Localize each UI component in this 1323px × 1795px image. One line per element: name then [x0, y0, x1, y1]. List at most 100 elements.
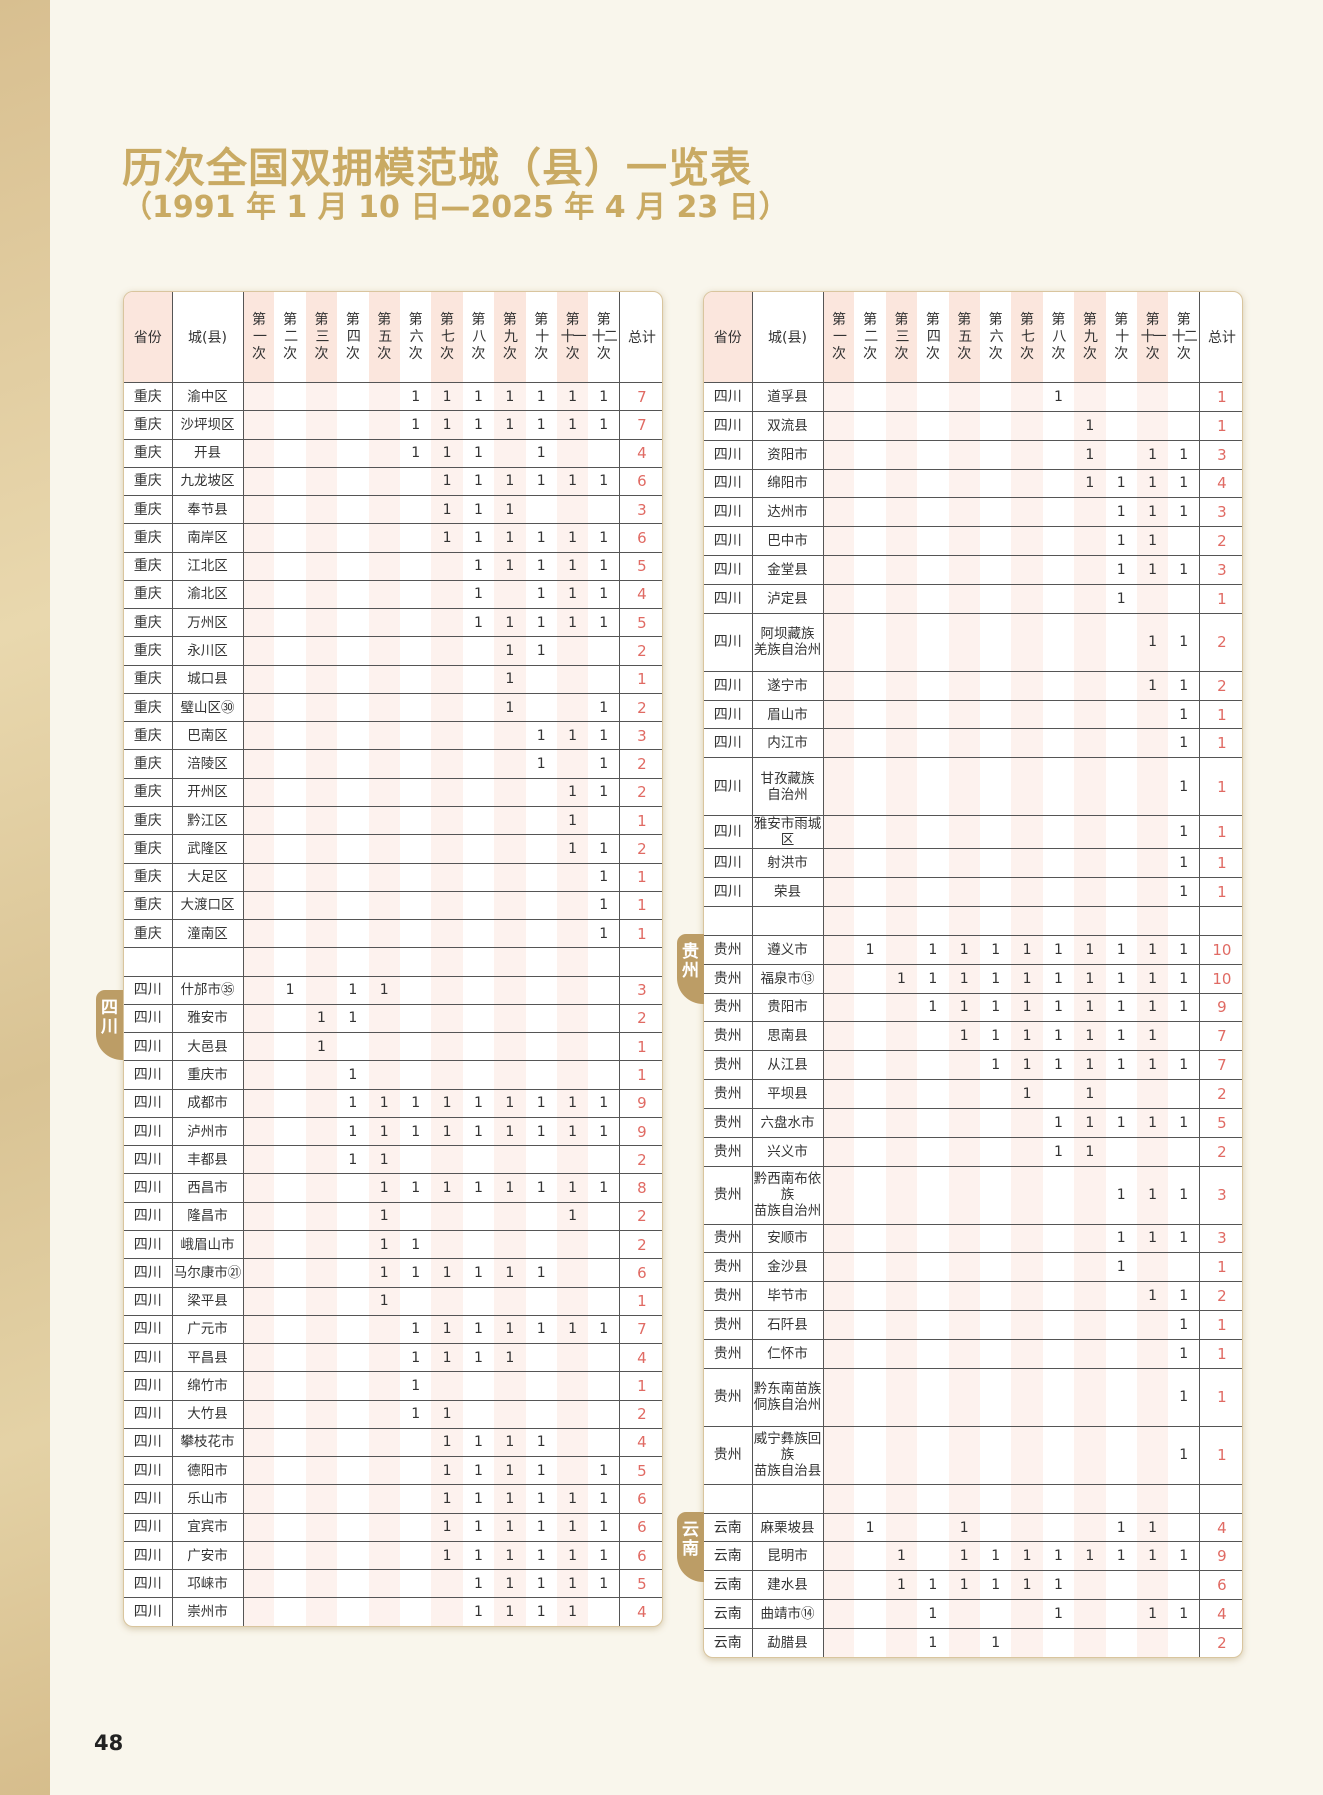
round-mark-cell [556, 1060, 589, 1090]
city-cell: 开州区 [172, 778, 244, 807]
header-round-char: 次 [863, 345, 878, 362]
city-cell: 什邡市㉟ [172, 976, 244, 1005]
round-mark-cell [462, 891, 495, 921]
province-cell: 四川 [124, 1315, 173, 1345]
table-row: 四川 双流县 1 1 [704, 411, 1242, 441]
total-cell: 3 [1199, 1224, 1242, 1254]
city-cell: 九龙坡区 [172, 467, 244, 497]
total-cell: 9 [1199, 1541, 1242, 1572]
round-mark-cell [494, 1145, 526, 1175]
round-mark-cell [243, 1117, 275, 1147]
city-cell: 广安市 [172, 1541, 244, 1571]
city-cell: 平昌县 [172, 1343, 244, 1373]
total-cell: 2 [619, 778, 662, 807]
tab-char: 云 [682, 1520, 699, 1540]
round-mark-cell [588, 1202, 621, 1231]
table-row: 贵州 遵义市 1 1 1 1 1 1 1 1 1 1 10 [704, 935, 1242, 965]
round-mark-cell: 1 [494, 1089, 526, 1118]
round-mark-cell [1074, 497, 1106, 528]
round-mark-cell: 1 [588, 1569, 621, 1599]
round-mark-cell [1105, 613, 1137, 672]
round-mark-cell [1074, 1570, 1106, 1601]
total-cell: 2 [1199, 526, 1242, 557]
round-mark-cell: 1 [462, 1117, 495, 1147]
round-mark-cell: 1 [525, 552, 557, 581]
round-mark-cell [243, 1032, 275, 1062]
round-mark-cell: 1 [1042, 964, 1075, 994]
round-mark-cell [917, 613, 949, 672]
city-cell: 石阡县 [752, 1310, 824, 1340]
header-round-char: 第 [596, 311, 611, 328]
round-mark-cell: 1 [588, 778, 621, 807]
round-mark-cell [854, 1310, 886, 1340]
round-mark-cell: 1 [1042, 1137, 1075, 1167]
round-mark-cell: 1 [431, 523, 463, 553]
round-mark-cell [337, 1513, 369, 1542]
city-cell: 勐腊县 [752, 1628, 824, 1658]
round-mark-cell [494, 580, 526, 610]
round-mark-cell [979, 700, 1012, 730]
round-mark-cell: 1 [1168, 1426, 1201, 1485]
table-row: 重庆 开州区 1 1 2 [124, 778, 662, 807]
round-mark-cell [1136, 1628, 1169, 1658]
header-round-char: 六 [409, 328, 424, 345]
round-mark-cell [1042, 1513, 1075, 1543]
round-mark-cell: 1 [588, 1541, 621, 1571]
round-mark-cell: 1 [1136, 1021, 1169, 1052]
round-mark-cell [588, 1597, 621, 1627]
round-mark-cell: 1 [431, 467, 463, 497]
round-mark-cell [274, 1400, 306, 1429]
round-mark-cell [274, 1456, 306, 1486]
total-cell: 6 [619, 523, 662, 553]
round-mark-cell: 1 [1011, 964, 1043, 994]
round-mark-cell: 1 [368, 976, 400, 1005]
round-mark-cell [525, 806, 557, 836]
header-round-char: 第 [283, 311, 298, 328]
round-mark-cell: 1 [556, 806, 589, 836]
header-round-char: 次 [957, 345, 972, 362]
round-mark-cell [525, 1060, 557, 1090]
round-mark-cell: 1 [588, 552, 621, 581]
round-mark-cell [917, 584, 949, 614]
round-mark-cell [274, 580, 306, 610]
round-mark-cell [1105, 1079, 1137, 1109]
round-mark-cell [1011, 1599, 1043, 1629]
round-mark-cell [948, 700, 980, 730]
round-mark-cell [274, 1287, 306, 1316]
table-row: 贵州 石阡县 1 1 [704, 1310, 1242, 1340]
round-mark-cell: 1 [979, 1050, 1012, 1081]
total-cell: 8 [619, 1173, 662, 1203]
round-mark-cell [854, 964, 886, 994]
header-round-char: 二 [864, 328, 878, 345]
round-mark-cell [917, 1281, 949, 1312]
round-mark-cell [337, 919, 369, 949]
province-cell [704, 906, 753, 936]
city-cell: 成都市 [172, 1089, 244, 1118]
round-mark-cell [1042, 1339, 1075, 1369]
round-mark-cell [1168, 584, 1201, 614]
header-round-10: 第十次 [1105, 292, 1137, 383]
header-total: 总计 [619, 292, 662, 383]
total-cell: 1 [1199, 1310, 1242, 1340]
header-round-4: 第四次 [917, 292, 949, 383]
round-mark-cell [431, 608, 463, 638]
round-mark-cell [337, 665, 369, 694]
round-mark-cell [399, 976, 432, 1005]
round-mark-cell [885, 1108, 918, 1138]
round-mark-cell: 1 [525, 467, 557, 497]
total-cell: 1 [619, 1060, 662, 1090]
round-mark-cell [854, 1166, 886, 1225]
round-mark-cell [917, 757, 949, 817]
round-mark-cell [399, 665, 432, 694]
table-row: 贵州 仁怀市 1 1 [704, 1339, 1242, 1369]
round-mark-cell [556, 1287, 589, 1316]
round-mark-cell [525, 1230, 557, 1260]
header-round-char: 次 [408, 345, 423, 362]
round-mark-cell: 1 [1042, 1108, 1075, 1138]
round-mark-cell [823, 935, 855, 965]
city-cell: 泸定县 [752, 584, 824, 614]
round-mark-cell [885, 728, 918, 759]
round-mark-cell [462, 636, 495, 666]
city-cell: 奉节县 [172, 495, 244, 525]
round-mark-cell: 1 [1105, 993, 1137, 1023]
